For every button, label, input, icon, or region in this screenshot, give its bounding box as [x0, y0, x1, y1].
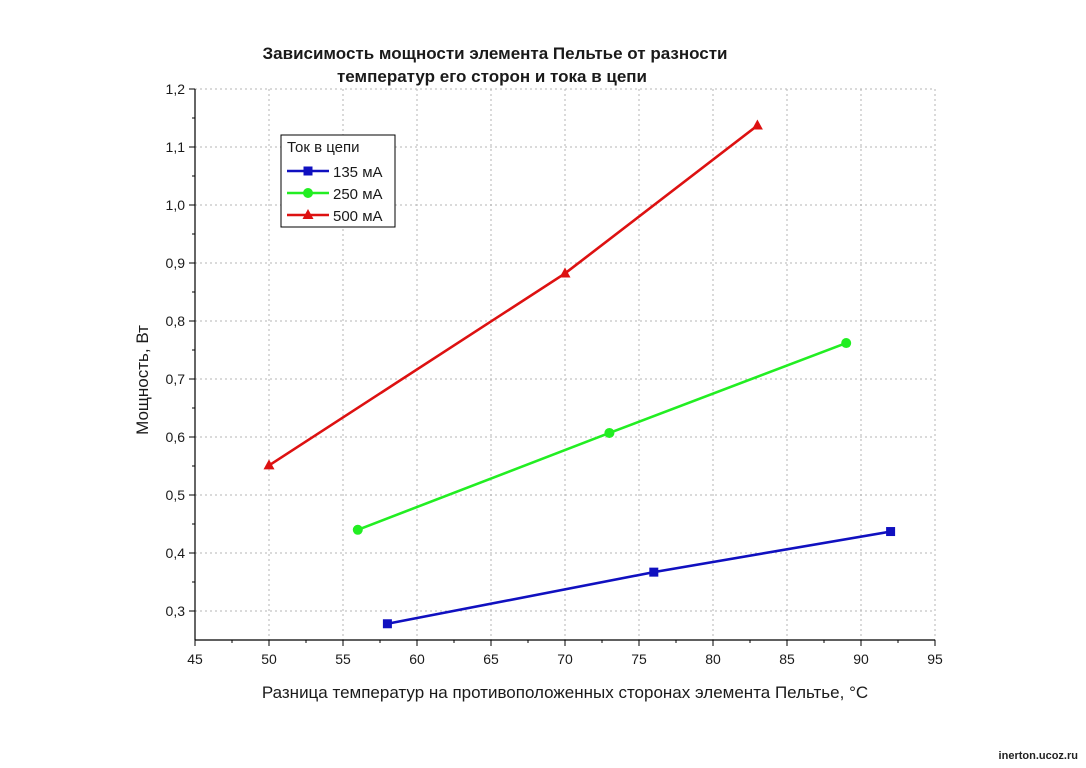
legend-label: 135 мА — [333, 164, 383, 181]
watermark: inerton.ucoz.ru — [998, 750, 1078, 762]
data-point-series-1 — [352, 524, 363, 535]
y-tick-label: 0,3 — [166, 603, 186, 619]
legend-label: 250 мА — [333, 186, 383, 203]
y-tick-label: 1,1 — [166, 139, 186, 155]
legend-box — [280, 134, 396, 228]
chart-title-line-2: температур его сторон и тока в цепи — [337, 67, 647, 86]
x-tick-label: 95 — [927, 651, 943, 667]
y-tick-label: 1,0 — [166, 197, 186, 213]
x-tick-label: 75 — [631, 651, 647, 667]
x-axis-label: Разница температур на противоположенных … — [262, 683, 868, 702]
data-point-series-0 — [886, 527, 896, 537]
chart-title-line-1: Зависимость мощности элемента Пельтье от… — [263, 44, 728, 63]
axes: 45 50 55 60 65 70 75 80 85 90 95 0,3 0,4 0,5 0,6 0,7 0,8… — [166, 81, 943, 667]
x-tick-label: 65 — [483, 651, 499, 667]
legend-label: 500 мА — [333, 208, 383, 225]
y-axis-label: Мощность, Вт — [133, 325, 152, 435]
data-point-series-2 — [559, 267, 571, 278]
legend-marker — [302, 209, 314, 219]
data-point-series-1 — [604, 427, 615, 438]
x-tick-label: 70 — [557, 651, 573, 667]
y-tick-label: 0,5 — [166, 487, 186, 503]
legend-marker — [303, 188, 313, 198]
x-tick-label: 50 — [261, 651, 277, 667]
x-tick-label: 45 — [187, 651, 203, 667]
y-tick-label: 0,4 — [166, 545, 186, 561]
x-tick-label: 90 — [853, 651, 869, 667]
x-tick-label: 85 — [779, 651, 795, 667]
data-point-series-0 — [649, 567, 659, 577]
data-point-series-2 — [751, 119, 763, 130]
y-tick-label: 1,2 — [166, 81, 186, 97]
legend-marker — [303, 166, 313, 176]
x-tick-label: 55 — [335, 651, 351, 667]
data-point-series-0 — [382, 619, 392, 629]
y-tick-label: 0,7 — [166, 371, 186, 387]
y-tick-label: 0,8 — [166, 313, 186, 329]
data-point-series-1 — [841, 338, 852, 349]
x-tick-label: 80 — [705, 651, 721, 667]
legend: Ток в цепи 135 мА 250 мА 500 мА — [280, 134, 396, 228]
y-tick-label: 0,9 — [166, 255, 186, 271]
data-point-series-2 — [263, 459, 275, 470]
legend-title: Ток в цепи — [287, 139, 359, 156]
series-line-1 — [357, 341, 847, 532]
series-layer — [263, 119, 896, 629]
y-tick-label: 0,6 — [166, 429, 186, 445]
x-tick-label: 60 — [409, 651, 425, 667]
